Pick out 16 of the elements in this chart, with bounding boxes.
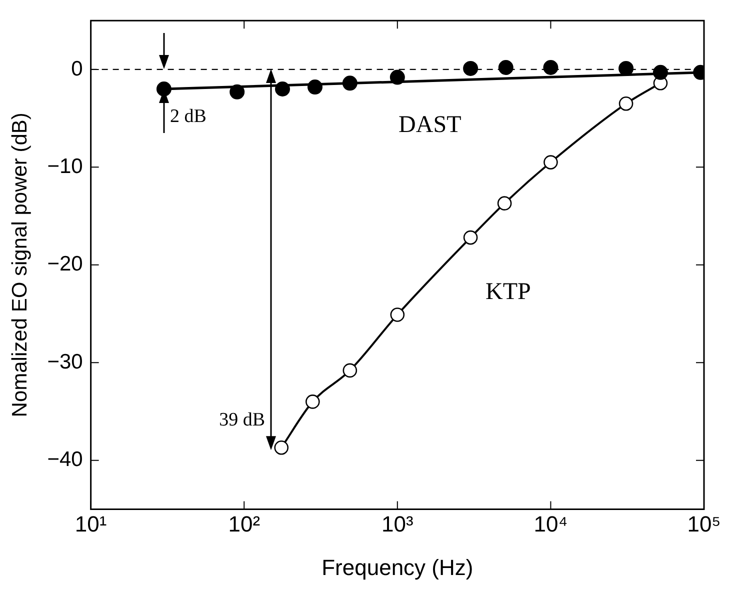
y-tick-label: −30 xyxy=(47,350,83,374)
x-tick-label: 10⁵ xyxy=(687,511,721,536)
y-tick-label: −10 xyxy=(47,154,83,178)
x-axis-title: Frequency (Hz) xyxy=(322,554,474,580)
x-tick-label: 10³ xyxy=(382,511,414,536)
series-label: DAST xyxy=(398,112,462,138)
x-tick-label: 10² xyxy=(228,511,260,536)
x-tick-label: 10¹ xyxy=(74,511,107,536)
x-tick-label: 10⁴ xyxy=(534,511,568,536)
series-label: KTP xyxy=(486,278,531,305)
annotation: 39 dB xyxy=(219,410,266,431)
y-tick-label: −40 xyxy=(47,448,83,472)
y-tick-label: −20 xyxy=(47,252,83,276)
y-axis-title: Nomalized EO signal power (dB) xyxy=(8,112,32,418)
annotation: 2 dB xyxy=(170,106,206,127)
y-tick-label: 0 xyxy=(71,57,83,80)
